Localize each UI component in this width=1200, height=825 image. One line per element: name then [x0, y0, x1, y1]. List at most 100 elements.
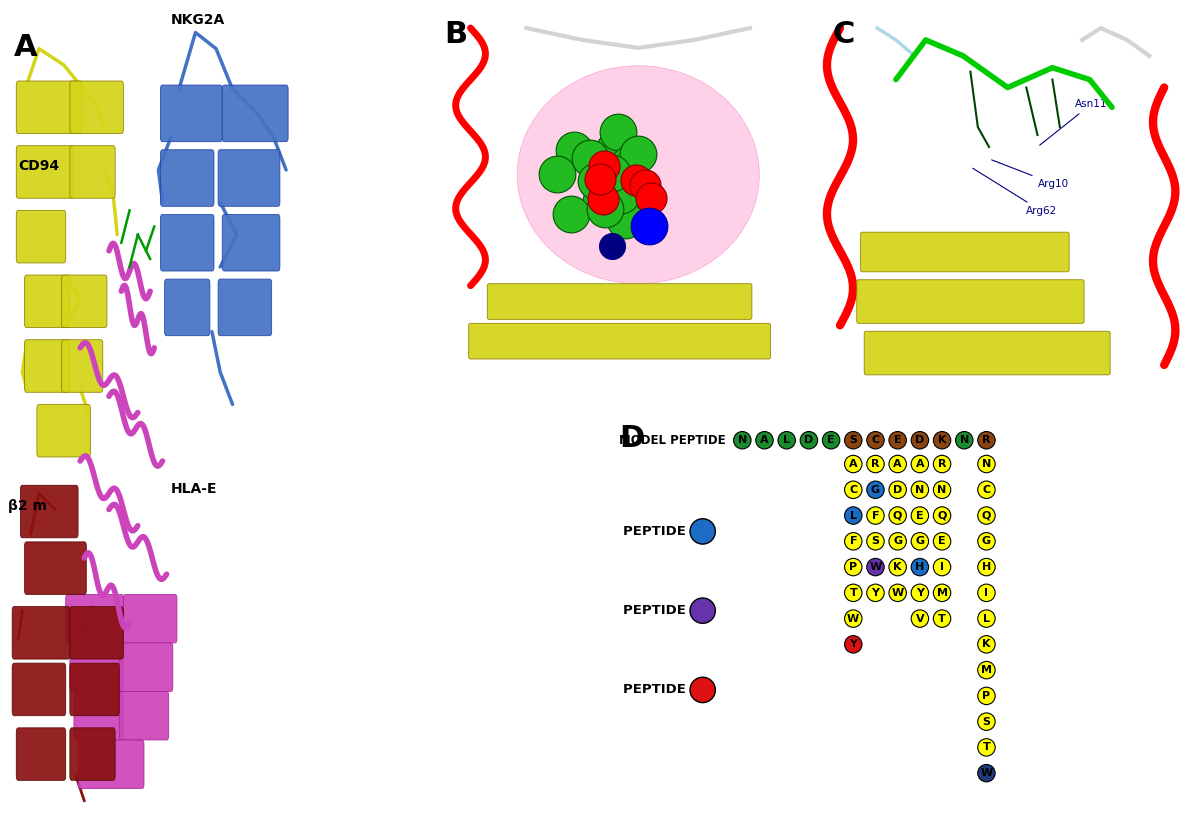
Point: [593, 192, 612, 205]
Ellipse shape: [517, 66, 760, 284]
FancyBboxPatch shape: [860, 232, 1069, 271]
Point: [564, 144, 583, 157]
Text: W: W: [892, 588, 904, 598]
Circle shape: [866, 584, 884, 601]
FancyBboxPatch shape: [12, 606, 70, 659]
Point: [602, 167, 622, 180]
Circle shape: [934, 559, 950, 576]
Text: G: G: [982, 536, 991, 546]
FancyBboxPatch shape: [24, 340, 70, 392]
Point: [590, 172, 610, 185]
FancyBboxPatch shape: [222, 214, 280, 271]
Text: I: I: [940, 562, 944, 572]
Point: [562, 207, 581, 220]
Text: P: P: [850, 562, 857, 572]
FancyBboxPatch shape: [61, 340, 103, 392]
Text: Arg62: Arg62: [973, 168, 1057, 216]
Text: N: N: [738, 436, 746, 446]
Circle shape: [978, 507, 995, 524]
Text: L: L: [850, 511, 857, 521]
Text: H: H: [916, 562, 924, 572]
Text: PEPTIDE 1: PEPTIDE 1: [624, 525, 700, 538]
Circle shape: [934, 507, 950, 524]
Text: D: D: [804, 436, 814, 446]
Text: S: S: [850, 436, 857, 446]
Circle shape: [845, 635, 862, 653]
Circle shape: [934, 481, 950, 498]
Text: T: T: [938, 614, 946, 624]
Circle shape: [866, 431, 884, 449]
Text: D: D: [619, 424, 644, 454]
Circle shape: [978, 533, 995, 550]
Circle shape: [866, 559, 884, 576]
FancyBboxPatch shape: [17, 210, 66, 263]
Circle shape: [756, 431, 773, 449]
Point: [586, 174, 605, 187]
FancyBboxPatch shape: [124, 594, 176, 643]
Text: MODEL PEPTIDE: MODEL PEPTIDE: [619, 434, 726, 447]
FancyBboxPatch shape: [218, 150, 280, 206]
Text: A: A: [848, 459, 858, 469]
Text: NKG2A: NKG2A: [170, 13, 224, 27]
Text: L: L: [983, 614, 990, 624]
Circle shape: [934, 431, 950, 449]
Circle shape: [866, 533, 884, 550]
Circle shape: [866, 455, 884, 473]
Text: PEPTIDE 3: PEPTIDE 3: [624, 683, 700, 696]
Text: G: G: [871, 485, 880, 495]
Point: [595, 202, 614, 215]
Text: β2 m: β2 m: [8, 498, 47, 512]
Text: Q: Q: [982, 511, 991, 521]
Text: Asn11: Asn11: [1039, 99, 1108, 145]
Point: [592, 194, 611, 207]
Text: B: B: [444, 20, 468, 50]
Circle shape: [911, 610, 929, 627]
Text: CD94: CD94: [18, 159, 60, 173]
Circle shape: [800, 431, 817, 449]
FancyBboxPatch shape: [70, 146, 115, 198]
FancyBboxPatch shape: [864, 332, 1110, 375]
Text: Y: Y: [850, 639, 857, 649]
Circle shape: [690, 519, 715, 544]
Text: A: A: [916, 459, 924, 469]
Point: [611, 188, 630, 201]
Circle shape: [911, 481, 929, 498]
FancyBboxPatch shape: [70, 663, 119, 715]
Circle shape: [778, 431, 796, 449]
Text: W: W: [869, 562, 882, 572]
FancyBboxPatch shape: [70, 81, 124, 134]
FancyBboxPatch shape: [61, 275, 107, 328]
Circle shape: [911, 455, 929, 473]
Circle shape: [845, 507, 862, 524]
Text: S: S: [983, 717, 990, 727]
FancyBboxPatch shape: [12, 663, 66, 715]
Circle shape: [978, 431, 995, 449]
Circle shape: [690, 598, 715, 624]
Text: T: T: [983, 742, 990, 752]
Text: Q: Q: [893, 511, 902, 521]
Circle shape: [978, 687, 995, 705]
Text: E: E: [894, 436, 901, 446]
Text: Arg10: Arg10: [991, 160, 1069, 189]
Circle shape: [978, 610, 995, 627]
Text: M: M: [980, 665, 992, 675]
FancyBboxPatch shape: [20, 485, 78, 538]
Circle shape: [845, 584, 862, 601]
Text: HLA-E: HLA-E: [170, 483, 217, 497]
Text: A: A: [14, 32, 38, 62]
Text: C: C: [833, 20, 854, 50]
FancyBboxPatch shape: [17, 146, 74, 198]
Circle shape: [889, 481, 906, 498]
Text: A: A: [760, 436, 769, 446]
Text: A: A: [893, 459, 902, 469]
Circle shape: [978, 455, 995, 473]
Text: K: K: [938, 436, 947, 446]
Circle shape: [690, 677, 715, 703]
Text: G: G: [916, 536, 924, 546]
Circle shape: [911, 533, 929, 550]
Point: [626, 173, 646, 186]
Circle shape: [845, 431, 862, 449]
FancyBboxPatch shape: [24, 275, 70, 328]
Circle shape: [911, 507, 929, 524]
Point: [642, 191, 661, 205]
